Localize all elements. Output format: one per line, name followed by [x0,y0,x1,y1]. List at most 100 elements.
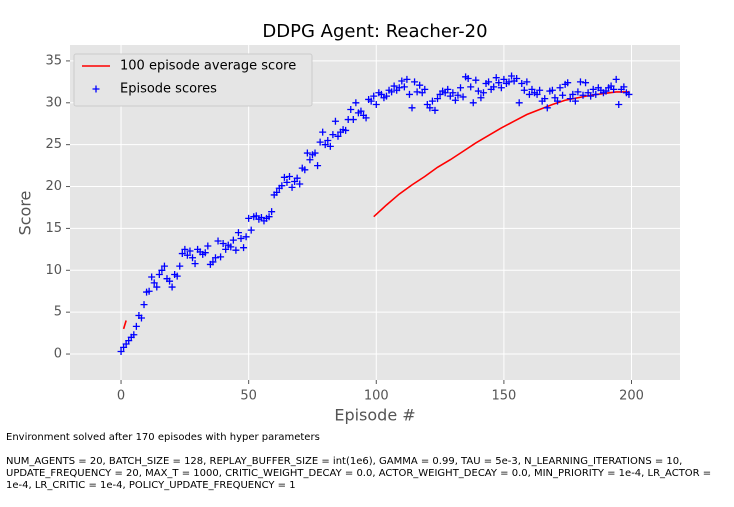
score-point [413,88,421,96]
score-point [303,149,311,157]
average-line [122,91,629,330]
score-point [472,76,480,84]
score-point [495,79,503,87]
score-point [326,142,334,150]
score-point [431,106,439,114]
score-point [227,243,235,251]
score-point [306,156,314,164]
score-point [576,78,584,86]
score-point [533,90,541,98]
score-point [265,213,273,221]
chart-title: DDPG Agent: Reacher-20 [262,21,487,42]
score-point [166,277,174,285]
y-tick-label: 10 [45,263,62,278]
score-point [490,83,498,91]
score-point [536,86,544,94]
score-point [408,104,416,112]
score-point [229,236,237,244]
score-point [160,262,168,270]
x-tick-label: 0 [117,389,125,404]
score-point [214,237,222,245]
score-point [571,97,579,105]
score-point [434,95,442,103]
score-point [556,84,564,92]
y-tick-label: 0 [54,347,62,362]
score-point [342,126,350,134]
score-point [416,81,424,89]
score-point [525,90,533,98]
score-point [411,78,419,86]
legend-label: Episode scores [120,82,217,97]
score-point [189,254,197,262]
score-point [278,182,286,190]
score-point [474,87,482,95]
score-point [451,96,459,104]
score-point [459,93,467,101]
score-point [293,174,301,182]
score-point [579,91,587,99]
score-point [400,83,408,91]
y-tick-label: 20 [45,179,62,194]
x-tick-label: 200 [619,389,644,404]
score-point [515,99,523,107]
score-point [553,97,561,105]
score-point [324,136,332,144]
score-point [492,74,500,82]
notes: Environment solved after 170 episodes wi… [6,432,728,504]
y-tick-label: 30 [45,95,62,110]
score-point [469,99,477,107]
score-point [285,172,293,180]
score-point [421,85,429,93]
score-point [311,149,319,157]
score-point [347,105,355,113]
score-point [296,180,304,188]
score-point [155,270,163,278]
score-point [449,89,457,97]
y-axis-label: Score [16,191,35,236]
score-point [370,92,378,100]
score-point [615,100,623,108]
score-point [477,94,485,102]
score-point [117,348,125,356]
score-point [176,262,184,270]
score-point [541,95,549,103]
score-point [349,116,357,124]
score-point [219,239,227,247]
score-point [464,75,472,82]
score-point [148,273,156,281]
score-point [237,234,245,242]
score-point [352,99,360,107]
score-point [395,84,403,92]
score-point [329,131,337,139]
score-point [211,254,219,262]
score-point [428,97,436,105]
score-point [191,260,199,268]
score-point [283,178,291,186]
score-point [321,141,329,149]
score-point [390,82,398,90]
score-point [316,138,324,146]
score-point [467,83,475,91]
score-point [280,173,288,181]
score-point [130,331,138,339]
score-point [566,95,574,103]
score-point [587,92,595,100]
score-point [137,314,145,322]
score-point [319,128,327,136]
score-point [485,78,493,86]
score-point [548,86,556,94]
score-point [201,249,209,257]
score-point [405,90,413,98]
score-point [245,214,253,222]
legend-swatch [92,85,100,93]
score-point [454,91,462,99]
y-tick-label: 35 [45,53,62,68]
score-point [582,79,590,87]
score-point [247,226,255,234]
score-point [181,245,189,253]
score-point [222,245,230,253]
score-point [574,88,582,96]
score-point [625,90,633,98]
score-point [331,117,339,125]
